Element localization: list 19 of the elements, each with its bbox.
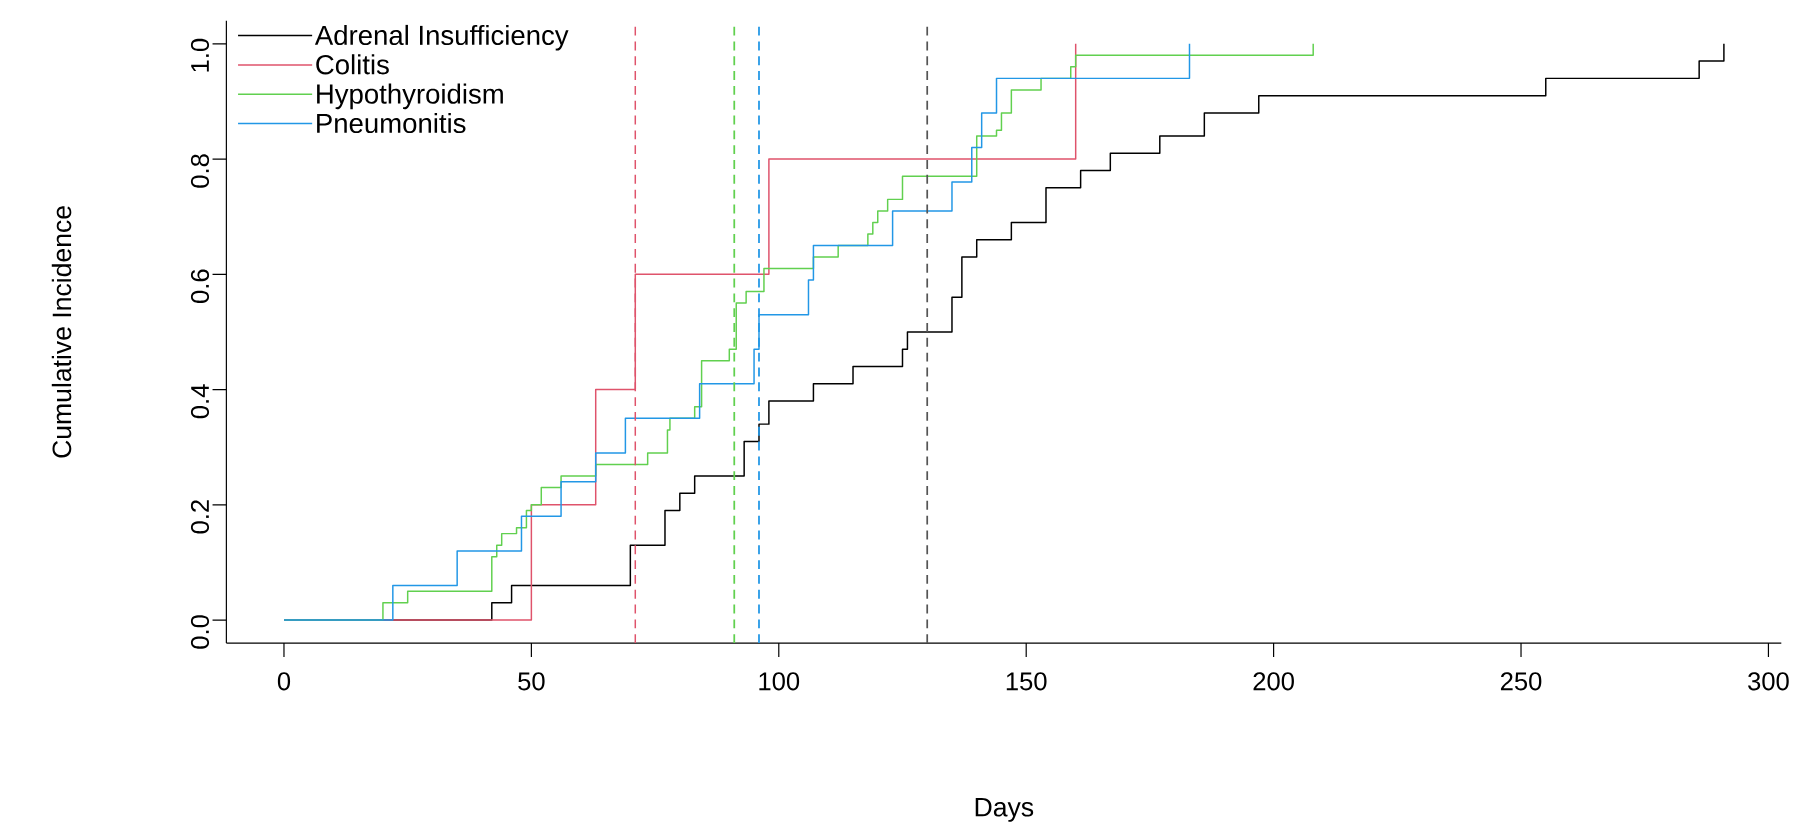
legend-label: Hypothyroidism [317, 83, 503, 110]
x-tick-label: 100 [759, 672, 800, 691]
y-tick-label: 0.0 [190, 615, 210, 649]
y-tick-label: 1.0 [190, 38, 210, 72]
legend-label: Pneumonitis [317, 112, 466, 134]
x-tick-label: 50 [518, 672, 545, 691]
legend-label: Adrenal Insufficiency [314, 24, 569, 51]
y-tick-label: 0.2 [190, 500, 210, 534]
legend-label: Colitis [316, 54, 389, 75]
y-axis-title: Cumulative Incidence [51, 206, 72, 458]
y-tick-label: 0.6 [190, 269, 210, 304]
x-tick-label: 0 [277, 672, 291, 691]
y-tick-label: 0.8 [190, 154, 210, 188]
x-tick-label: 150 [1006, 672, 1047, 691]
x-tick-label: 250 [1500, 672, 1542, 691]
x-axis-title: Days [975, 798, 1034, 822]
x-tick-label: 300 [1748, 672, 1789, 691]
x-tick-label: 200 [1253, 672, 1294, 691]
y-tick-label: 0.4 [190, 384, 210, 419]
